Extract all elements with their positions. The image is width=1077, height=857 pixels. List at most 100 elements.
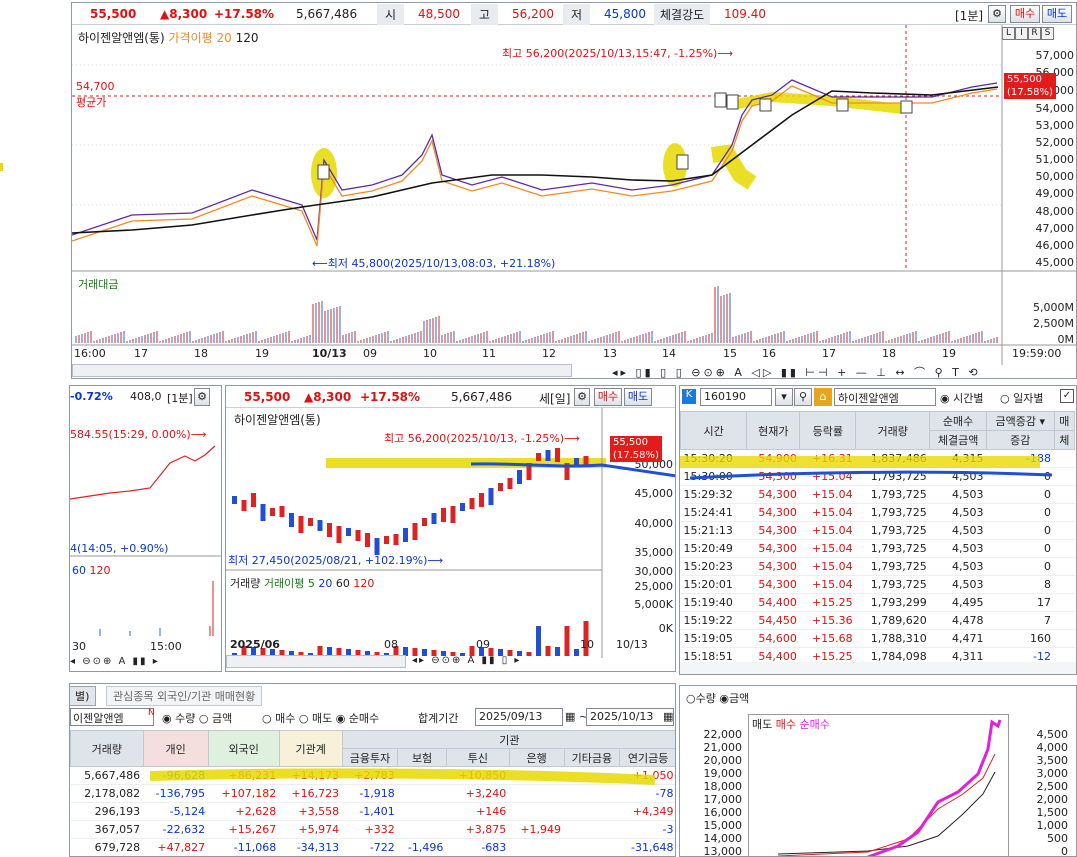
daily-last-tag: 55,500 (17.58%): [610, 436, 662, 462]
mini-y-right: 4,500 4,000 3,500 3,000 2,500 2,000 1,500 1,000…: [1036, 728, 1069, 857]
tick-row[interactable]: 15:19:40 54,400 +15.25 1,793,299 4,495 17: [680, 593, 1075, 612]
index-gear-icon[interactable]: ⚙: [194, 388, 210, 406]
tick-row[interactable]: 15:20:49 54,300 +15.04 1,793,725 4,503 0: [680, 539, 1075, 558]
tick-row[interactable]: 15:21:13 54,300 +15.04 1,793,725 4,503 0: [680, 521, 1075, 540]
tick-row[interactable]: 15:19:05 54,600 +15.68 1,788,310 4,471 160: [680, 629, 1075, 648]
code-input[interactable]: 160190: [700, 388, 772, 406]
min-price-note: ⟵최저 45,800(2025/10/13,08:03, +21.18%): [312, 257, 556, 270]
daily-max-note: 최고 56,200(2025/10/13, -1.25%)⟶: [384, 432, 580, 445]
badge-r[interactable]: R: [1028, 27, 1041, 40]
price-y-axis: 57,00056,00055,00054,00053,00052,00051,0…: [1035, 49, 1075, 269]
tab-watchlist[interactable]: 관심종목 외국인/기관 매매현황: [106, 686, 263, 706]
tick-row[interactable]: 15:29:32 54,300 +15.04 1,793,725 4,503 0: [680, 485, 1075, 504]
quote-header: 55,500 ▲8,300 +17.58% 5,667,486 시 48,500…: [72, 3, 1076, 25]
volume-y-axis: 5,000M 2,500M 0M: [1033, 301, 1074, 346]
k-icon: K: [682, 389, 696, 404]
daily-sell-button[interactable]: 매도: [624, 388, 652, 406]
index-svg: [70, 445, 221, 636]
avg-price-label: 평균가: [76, 96, 107, 109]
strength-value: 109.40: [724, 7, 766, 21]
open-value: 48,500: [418, 7, 460, 21]
radio-by-time[interactable]: ◉ 시간별: [940, 392, 984, 405]
tick-row[interactable]: 15:20:01 54,300 +15.04 1,793,725 4,503 8: [680, 575, 1075, 594]
ma-legend: 가격이평 20: [168, 31, 232, 45]
tick-panel: K 160190 ▾ ⚲ ⌂ 하이젠알앤엠 ◉ 시간별 ○ 일자별 ✓ 시간 현재…: [679, 385, 1077, 675]
daily-header: 55,500 ▲8,300 +17.58% 5,667,486 세[일] ⚙ 매…: [226, 386, 675, 408]
home-icon[interactable]: ⌂: [814, 388, 832, 406]
chart1-toolbar[interactable]: ◂▸ ▯▮ ▯ ▯ ⊖⊙⊕ A ◁▷ ▮▮ ⊢⊣ + — ⊥ ↔ ⌒ ⚲ T ⟲: [612, 366, 981, 379]
index-toolbar[interactable]: ◂ ⊖⊙⊕ A ▮▮ ▸: [70, 656, 160, 667]
settings-gear-icon[interactable]: ⚙: [988, 5, 1006, 23]
daily-buy-button[interactable]: 매수: [594, 388, 622, 406]
period-selector[interactable]: [1분]: [955, 9, 984, 23]
daily-period[interactable]: 세[일]: [539, 392, 571, 406]
investor-row[interactable]: 2,178,082 -136,795 +107,182 +16,723 -1,918 +3…: [70, 784, 675, 803]
index-rate: -0.72%: [70, 390, 113, 403]
to-date-input[interactable]: 2025/10/13: [586, 708, 674, 726]
tick-row[interactable]: 15:19:22 54,450 +15.36 1,789,620 4,478 7: [680, 611, 1075, 630]
tick-row[interactable]: 15:18:51 54,400 +15.25 1,784,098 4,311 -12: [680, 647, 1075, 666]
low-label: 저: [563, 4, 591, 25]
period-label: 합계기간: [418, 712, 459, 725]
stock-name-field: 하이젠알앤엠: [834, 388, 936, 406]
badge-i[interactable]: I: [1015, 27, 1028, 40]
investor-table: 거래량 개인 외국인 기관계 기관 금융투자 보험 투신 은행 기타금융 연기금등 5,667,4…: [70, 730, 675, 856]
chart-legend: 하이젠알앤엠(통) 가격이평 20 120: [78, 29, 258, 46]
price-rate: +17.58%: [214, 7, 275, 21]
tick-row[interactable]: 15:24:41 54,300 +15.04 1,793,725 4,503 0: [680, 503, 1075, 522]
daily-title: 하이젠알앤엠(통): [234, 413, 321, 427]
tick-annotation-svg: [680, 456, 1053, 480]
last-price-tag: 55,500 (17.58%): [1004, 73, 1056, 99]
index-min-note: 4(14:05, +0.90%): [70, 542, 169, 555]
calendar-to-icon[interactable]: ▦: [663, 710, 674, 723]
chart1-scrollbar[interactable]: [72, 364, 572, 377]
mini-radio-group[interactable]: ○수량 ◉금액: [686, 692, 750, 705]
index-x-axis: 30 15:00: [72, 640, 182, 653]
n-badge: N: [148, 708, 155, 718]
tick-row[interactable]: 15:20:23 54,300 +15.04 1,793,725 4,503 0: [680, 557, 1075, 576]
daily-x-axis: 2025/06 08 09 10 10/13: [230, 638, 648, 651]
trade-radio-group[interactable]: ○ 매수 ○ 매도 ◉ 순매수: [262, 712, 380, 725]
buy-button[interactable]: 매수: [1010, 5, 1040, 23]
daily-vol-legend: 거래량 거래이평 5 20 60 120: [230, 577, 375, 590]
daily-min-note: 최저 27,450(2025/08/21, +102.19%)⟶: [228, 554, 444, 567]
index-value: 408,0: [130, 390, 162, 403]
daily-scrollbar[interactable]: [226, 655, 406, 668]
daily-gear-icon[interactable]: ⚙: [574, 388, 590, 406]
unit-radio-group[interactable]: ◉ 수량 ○ 금액: [162, 712, 233, 725]
tilde: ~: [579, 710, 589, 723]
time-x-axis: 16:00 17 18 19 10/13 09 10 11 12 13 14 15 16 17 18 19 19…: [74, 347, 1062, 360]
daily-y-axis: 50,000 45,000 40,000 35,000 30,000 25,000: [634, 458, 674, 593]
amount-change-select[interactable]: 금액증감 ▾: [985, 411, 1055, 431]
investor-row[interactable]: 679,728 +47,827 -11,068 -34,313 -722 -1,496 -6…: [70, 838, 675, 856]
daily-toolbar[interactable]: ◂▸ ⊖⊙⊕ A ▮▮ ▯ ▸: [412, 655, 522, 666]
investor-annotation-svg: [149, 768, 656, 785]
high-label: 고: [471, 4, 499, 25]
index-period[interactable]: [1분]: [167, 392, 193, 405]
small-index-chart: -0.72% 408,0 [1분] ⚙ 584.55(15:29, 0.00%)…: [69, 385, 222, 672]
low-value: 45,800: [604, 7, 646, 21]
mini-y-left: 22,000 21,000 20,000 19,000 18,000 17,000 16,0…: [703, 728, 743, 857]
volume-value: 5,667,486: [296, 7, 358, 21]
radio-by-date[interactable]: ○ 일자별: [1000, 392, 1044, 405]
calendar-from-icon[interactable]: ▦: [565, 710, 576, 723]
cumulative-chart-panel: ○수량 ◉금액 매도 매수 순매수 22,000 21,000 20,000 19,0…: [679, 685, 1077, 857]
investor-row[interactable]: 296,193 -5,124 +2,628 +3,558 -1,401 +146 +4,34…: [70, 802, 675, 821]
tab-by-type[interactable]: 별): [70, 686, 97, 706]
code-dropdown-icon[interactable]: ▾: [775, 388, 793, 406]
index-ma-legend: 60 120: [72, 564, 111, 577]
checkbox-icon[interactable]: ✓: [1060, 389, 1074, 403]
minute-chart-panel: 55,500 ▲8,300 +17.58% 5,667,486 시 48,500…: [71, 2, 1077, 379]
tick-hscroll[interactable]: [680, 662, 1076, 674]
mini-svg: [748, 714, 1009, 856]
investor-row[interactable]: 367,057 -22,632 +15,267 +5,974 +332 +3,875 +1,…: [70, 820, 675, 839]
current-price: 55,500: [90, 7, 137, 21]
from-date-input[interactable]: 2025/09/13: [475, 708, 563, 726]
ma120-legend: 120: [235, 31, 259, 45]
sell-button[interactable]: 매도: [1042, 5, 1072, 23]
search-icon[interactable]: ⚲: [794, 388, 812, 406]
badge-s[interactable]: S: [1041, 27, 1054, 40]
avg-price-value: 54,700: [76, 80, 115, 93]
daily-vol-y-axis: 5,000K 0K: [634, 598, 673, 635]
